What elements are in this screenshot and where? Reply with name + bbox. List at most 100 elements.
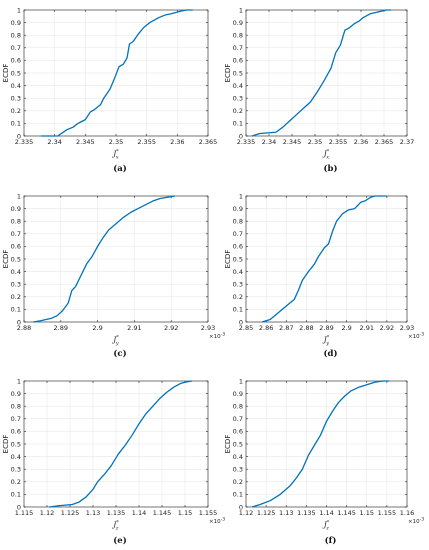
y-tick-label: 0.6 [233, 243, 243, 251]
y-tick-label: 0.4 [11, 453, 21, 461]
x-tick-label: 2.93 [400, 324, 414, 332]
x-tick-label: 2.345 [76, 138, 95, 146]
x-tick-label: 2.335 [237, 138, 256, 146]
x-tick-label: 1.135 [107, 509, 126, 517]
y-tick-label: 0.4 [11, 82, 21, 90]
x-tick-label: 2.89 [319, 324, 333, 332]
x-axis-multiplier-exponent: -3 [221, 517, 226, 523]
y-tick-label: 0.7 [233, 230, 243, 238]
y-tick-label: 0.5 [233, 69, 243, 77]
y-tick-label: 0 [239, 503, 243, 511]
y-tick-label: 0.5 [11, 69, 21, 77]
y-tick-label: 0.7 [11, 415, 21, 423]
x-tick-label: 2.85 [239, 324, 253, 332]
x-axis-label-superscript: * [327, 149, 330, 155]
y-tick-label: 0.5 [11, 255, 21, 263]
x-tick-label: 2.92 [380, 324, 394, 332]
x-tick-label: 2.35 [308, 138, 322, 146]
subfigure-caption: (a) [113, 163, 127, 174]
ecdf-line [33, 195, 175, 323]
y-tick-label: 0 [239, 132, 243, 140]
x-axis-label: J* z [111, 520, 119, 532]
y-tick-label: 0.6 [233, 428, 243, 436]
x-tick-label: 2.37 [400, 138, 414, 146]
x-tick-label: 2.335 [15, 138, 34, 146]
y-tick-label: 0.8 [233, 32, 243, 40]
ecdf-line [251, 380, 389, 508]
x-tick-label: 1.135 [297, 509, 316, 517]
y-axis-label: ECDF [2, 250, 10, 269]
y-tick-label: 0.7 [11, 44, 21, 52]
y-tick-label: 0.6 [233, 57, 243, 65]
y-tick-label: 0.3 [11, 95, 21, 103]
subfigure-caption: (b) [324, 163, 338, 174]
x-tick-label: 1.13 [279, 509, 293, 517]
y-tick-label: 0 [239, 318, 243, 326]
x-tick-label: 1.155 [378, 509, 397, 517]
x-axis-label-subscript: y [325, 341, 329, 347]
y-tick-label: 1 [239, 192, 243, 200]
x-axis-multiplier-exponent: -3 [221, 332, 226, 338]
x-axis-label-superscript: * [327, 520, 330, 526]
y-tick-label: 1 [17, 192, 21, 200]
x-tick-label: 1.13 [86, 509, 100, 517]
y-axis-label: ECDF [2, 64, 10, 83]
x-tick-label: 2.9 [341, 324, 351, 332]
x-axis-label-subscript: z [325, 526, 329, 532]
y-tick-label: 0.2 [233, 107, 243, 115]
y-tick-label: 1 [239, 6, 243, 14]
x-axis-multiplier: ×10-3 [408, 332, 424, 341]
chart-a: 2.335 2.34 2.345 2.35 2.355 2.36 2.365 0 0.1 0.2 0… [2, 6, 217, 174]
y-tick-label: 0.2 [233, 293, 243, 301]
x-tick-label: 2.35 [109, 138, 123, 146]
y-tick-label: 0.6 [11, 428, 21, 436]
chart-f: 1.12 1.125 1.13 1.135 1.14 1.145 1.15 1.155 1.16… [224, 377, 424, 546]
y-tick-label: 0.5 [233, 255, 243, 263]
x-tick-label: 1.15 [360, 509, 374, 517]
x-axis-multiplier: ×10-3 [209, 332, 225, 341]
y-tick-label: 0.9 [11, 205, 21, 213]
x-tick-label: 2.36 [354, 138, 368, 146]
x-tick-label: 1.125 [61, 509, 80, 517]
x-axis-label-superscript: * [327, 335, 330, 341]
subfigure-caption: (d) [324, 348, 338, 359]
chart-b: 2.335 2.34 2.345 2.35 2.355 2.36 2.365 2.37 0 0.1… [224, 6, 414, 174]
y-tick-label: 0.1 [11, 306, 21, 314]
subfigure-caption: (c) [113, 348, 126, 359]
y-axis-label: ECDF [2, 435, 10, 454]
y-tick-label: 0.1 [233, 306, 243, 314]
subfigure-caption: (f) [325, 535, 337, 546]
y-tick-label: 0.5 [11, 440, 21, 448]
subfigure-caption: (e) [113, 535, 126, 546]
ecdf-line [261, 195, 387, 323]
x-tick-label: 2.91 [360, 324, 374, 332]
x-tick-label: 2.365 [199, 138, 218, 146]
x-axis-label: J* y [322, 335, 330, 347]
x-axis-label-superscript: * [116, 335, 119, 341]
y-tick-label: 0.2 [11, 293, 21, 301]
chart-e: 1.115 1.12 1.125 1.13 1.135 1.14 1.145 1.15 1.15… [2, 377, 225, 546]
x-tick-label: 1.14 [132, 509, 146, 517]
x-tick-label: 2.88 [299, 324, 313, 332]
x-tick-label: 1.15 [178, 509, 192, 517]
x-axis-label: J* z [322, 520, 330, 532]
x-tick-label: 2.34 [262, 138, 276, 146]
y-tick-label: 0.2 [11, 107, 21, 115]
x-axis-multiplier: ×10-3 [408, 517, 424, 526]
x-tick-label: 2.87 [279, 324, 293, 332]
y-tick-label: 0.3 [233, 95, 243, 103]
y-tick-label: 0.3 [11, 281, 21, 289]
y-tick-label: 0.8 [233, 403, 243, 411]
y-tick-label: 1 [17, 6, 21, 14]
y-tick-label: 0.7 [233, 44, 243, 52]
y-tick-label: 0.7 [11, 230, 21, 238]
x-axis-label-subscript: x [116, 155, 119, 161]
y-tick-label: 0.4 [233, 268, 243, 276]
y-tick-label: 0.8 [233, 218, 243, 226]
x-axis-label-subscript: x [326, 155, 329, 161]
x-tick-label: 2.86 [259, 324, 273, 332]
x-tick-label: 1.145 [153, 509, 172, 517]
y-tick-label: 0.8 [11, 218, 21, 226]
x-axis-label-superscript: * [116, 520, 119, 526]
